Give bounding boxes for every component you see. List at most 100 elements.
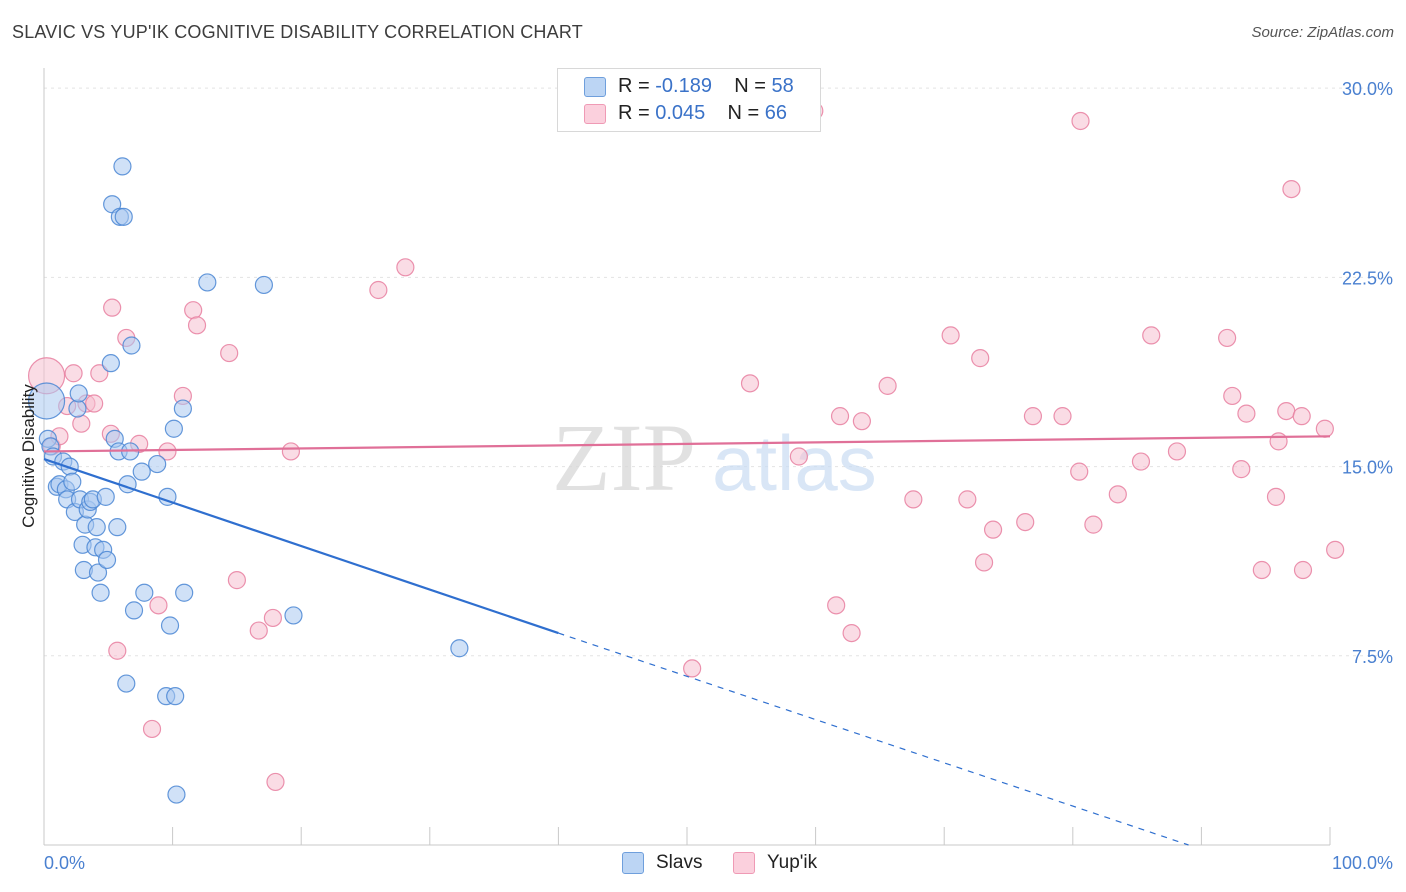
data-point <box>142 719 162 739</box>
data-point <box>827 596 846 615</box>
n-label: N = <box>734 75 772 97</box>
data-point <box>1023 407 1043 426</box>
data-point <box>227 571 246 590</box>
chart-title: SLAVIC VS YUP'IK COGNITIVE DISABILITY CO… <box>12 22 583 42</box>
data-point <box>1223 386 1242 406</box>
data-point <box>96 487 115 506</box>
x-tick-label: 100.0% <box>1332 853 1393 873</box>
data-point <box>117 674 136 693</box>
data-point <box>122 336 141 355</box>
slavs-trend-line <box>43 457 559 635</box>
legend-item-yupik: Yup'ik <box>733 852 817 878</box>
data-point <box>1084 515 1103 534</box>
data-point <box>1071 111 1090 131</box>
data-point <box>108 518 127 537</box>
slavs-swatch <box>584 77 606 97</box>
data-point <box>1315 419 1334 438</box>
data-point <box>158 442 177 461</box>
data-point <box>1131 452 1151 471</box>
data-point <box>97 550 117 570</box>
data-point <box>789 447 808 466</box>
data-point <box>1053 407 1072 426</box>
data-point <box>740 374 760 393</box>
source-label: Source: ZipAtlas.com <box>1251 24 1394 41</box>
data-point <box>184 301 203 320</box>
data-point <box>148 454 167 474</box>
data-point <box>166 687 185 706</box>
data-point <box>878 376 897 395</box>
data-point <box>72 414 91 433</box>
data-point <box>113 157 132 176</box>
y-tick-label: 7.5% <box>1352 647 1393 667</box>
data-point <box>91 583 110 602</box>
data-point <box>1142 326 1161 345</box>
data-point <box>164 419 183 438</box>
data-point <box>187 316 207 335</box>
slavs-legend-swatch <box>622 852 644 874</box>
watermark-zip: ZIP <box>552 404 696 511</box>
data-point <box>983 520 1003 539</box>
yupik-legend-swatch <box>733 852 755 874</box>
data-point <box>842 623 861 643</box>
data-point <box>1232 460 1251 479</box>
data-point <box>114 207 133 226</box>
yupik-points <box>27 101 1345 792</box>
data-point <box>450 639 469 658</box>
data-point <box>160 616 180 635</box>
y-tick-label: 30.0% <box>1342 79 1393 99</box>
data-point <box>69 384 88 403</box>
data-point <box>974 553 994 572</box>
data-point <box>149 596 168 615</box>
data-point <box>281 442 301 461</box>
data-point <box>941 326 960 345</box>
r-label: R = <box>618 102 656 124</box>
legend-item-slavs: Slavs <box>622 852 702 878</box>
data-point <box>167 785 186 804</box>
slavs-legend-label: Slavs <box>656 852 703 873</box>
data-point <box>263 608 283 628</box>
data-point <box>87 518 106 537</box>
yupik-trend-line <box>43 435 1331 453</box>
data-point <box>1167 442 1187 461</box>
data-point <box>88 563 108 582</box>
data-point <box>971 349 990 368</box>
data-point <box>64 364 83 383</box>
data-point <box>132 462 151 481</box>
slavs-points <box>27 157 469 804</box>
r-value-slavs: -0.189 <box>655 75 712 97</box>
data-point <box>85 394 104 413</box>
data-point <box>1218 328 1237 348</box>
data-point <box>396 258 415 277</box>
data-point <box>1326 540 1345 559</box>
data-point <box>830 407 850 426</box>
data-point <box>68 399 87 418</box>
tick-labels: 7.5% 15.0% 22.5% 30.0% 0.0% 100.0% <box>44 79 1393 873</box>
n-label: N = <box>727 102 765 124</box>
data-point <box>369 280 388 300</box>
y-tick-label: 15.0% <box>1342 458 1393 478</box>
yupik-swatch <box>584 104 606 124</box>
r-label: R = <box>618 75 656 97</box>
data-point <box>852 412 871 431</box>
data-point <box>103 298 122 317</box>
n-value-yupik: 66 <box>764 102 788 124</box>
data-point <box>249 621 268 640</box>
x-tick-label: 0.0% <box>44 853 85 873</box>
data-point <box>1252 560 1271 580</box>
data-point <box>1016 512 1035 532</box>
data-point <box>108 641 127 660</box>
data-point <box>1269 432 1288 451</box>
data-point <box>1292 407 1311 426</box>
trend-lines <box>43 435 1331 846</box>
y-tick-label: 22.5% <box>1342 268 1393 288</box>
data-point <box>1277 401 1296 421</box>
data-point <box>254 275 274 295</box>
data-point <box>683 659 702 678</box>
data-point <box>90 364 109 383</box>
data-point <box>63 472 82 491</box>
data-point <box>958 490 977 509</box>
data-point <box>175 583 194 602</box>
data-point <box>1266 487 1286 506</box>
data-point <box>220 343 239 363</box>
